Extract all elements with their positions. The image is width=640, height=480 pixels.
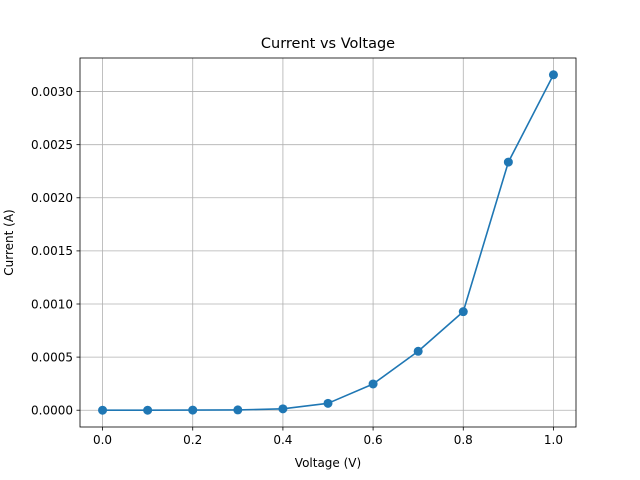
grid: [80, 58, 576, 427]
plot-frame: [79, 57, 577, 428]
data-point: [323, 398, 333, 408]
y-tick-label: 0.0000: [31, 404, 73, 418]
y-tick-label: 0.0015: [31, 244, 73, 258]
data-point: [458, 307, 468, 317]
x-tick-label: 1.0: [544, 433, 563, 447]
x-tick-label: 0.0: [93, 433, 112, 447]
plot-background: [80, 58, 576, 427]
data-point: [143, 405, 153, 415]
y-tick-label: 0.0020: [31, 191, 73, 205]
data-point: [503, 157, 513, 167]
x-tick-label: 0.4: [273, 433, 292, 447]
y-tick-label: 0.0030: [31, 85, 73, 99]
data-point: [368, 379, 378, 389]
y-axis-label: Current (A): [2, 209, 16, 275]
data-point: [548, 70, 558, 80]
data-point: [98, 405, 108, 415]
x-tick-label: 0.8: [454, 433, 473, 447]
y-tick-label: 0.0025: [31, 138, 73, 152]
data-point: [413, 346, 423, 356]
x-tick-label: 0.2: [183, 433, 202, 447]
y-tick-label: 0.0005: [31, 350, 73, 364]
y-tick-label: 0.0010: [31, 297, 73, 311]
data-point: [278, 404, 288, 414]
chart-title: Current vs Voltage: [261, 36, 395, 52]
data-point: [233, 405, 243, 415]
axes: 0.0 0.2 0.4 0.6 0.8 1.0 0.0000 0.0005 0.0010 0.00…: [31, 85, 563, 447]
x-tick-label: 0.6: [364, 433, 383, 447]
series-layer: [98, 70, 558, 415]
x-axis-label: Voltage (V): [295, 456, 361, 470]
data-point: [188, 405, 198, 415]
